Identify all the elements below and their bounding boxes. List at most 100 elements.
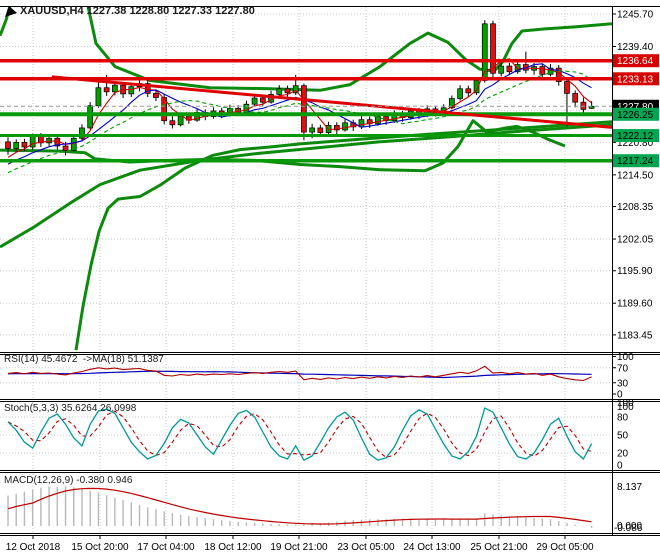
- time-axis-label: 29 Oct 05:00: [536, 542, 594, 553]
- price-axis-label: 1183.45: [617, 330, 653, 341]
- candle-bull: [375, 116, 381, 125]
- rsi-axis-label: 0: [617, 390, 623, 401]
- candle-bear: [564, 81, 570, 94]
- rsi-panel: [0, 355, 612, 398]
- rsi-line: [7, 365, 592, 382]
- candle-bear: [62, 145, 69, 151]
- candle-bear: [169, 120, 176, 126]
- candle-bull: [70, 137, 77, 151]
- time-axis-label: 24 Oct 13:00: [403, 542, 461, 553]
- moving-average-line: [7, 58, 592, 158]
- candle-bull: [95, 87, 102, 107]
- candle-bear: [284, 88, 291, 94]
- candle-bear: [301, 85, 307, 133]
- price-badge-text: 1226.25: [617, 110, 654, 121]
- stoch-panel: [0, 402, 612, 469]
- stoch-axis-label: 0: [617, 461, 623, 472]
- candle-bear: [259, 97, 266, 103]
- price-axis-label: 1220.80: [617, 138, 654, 149]
- chart-marker-icon: [5, 6, 17, 17]
- moving-average-line: [7, 70, 592, 174]
- price-badge-text: 1236.64: [617, 56, 654, 67]
- candle-bull: [498, 65, 505, 74]
- price-axis-label: 1214.50: [617, 170, 654, 181]
- trend-line: [51, 75, 613, 129]
- candle-bear: [490, 23, 496, 74]
- time-axis-label: 19 Oct 21:00: [270, 542, 328, 553]
- stoch-axis-label: 20: [617, 449, 629, 460]
- price-badge-text: 1227.80: [617, 102, 654, 113]
- candle-bear: [333, 125, 340, 131]
- candle-bull: [13, 142, 20, 149]
- candle-bear: [21, 142, 28, 148]
- candle-bear: [539, 66, 546, 75]
- time-axis-label: 25 Oct 21:00: [470, 542, 528, 553]
- price-badge-bg: [613, 129, 659, 143]
- candle-bear: [161, 97, 168, 122]
- candle-bear: [317, 127, 324, 133]
- price-axis-label: 1189.60: [617, 299, 653, 310]
- price-badge-text: 1217.24: [617, 156, 654, 167]
- time-axis-label: 18 Oct 12:00: [204, 542, 262, 553]
- price-axis-label: 1245.70: [617, 10, 654, 21]
- macd-panel: [7, 474, 593, 532]
- stoch-d-line: [7, 410, 592, 459]
- rsi-axis-label: 30: [617, 378, 629, 389]
- macd-axis-label: -0.086: [614, 523, 643, 534]
- candle-bull: [112, 84, 118, 93]
- price-badge-text: 1222.12: [617, 131, 654, 142]
- candle-bull: [79, 127, 85, 139]
- stoch-axis-label: 80: [617, 413, 629, 424]
- stoch-axis-label: 100: [617, 402, 634, 413]
- stoch-axis-label: 100: [617, 398, 634, 409]
- time-axis[interactable]: [0, 536, 660, 560]
- price-badge-bg: [613, 72, 659, 86]
- macd-axis-label: 8.137: [617, 482, 642, 493]
- stoch-k-line: [7, 407, 593, 462]
- candle-bull: [46, 137, 52, 144]
- candle-bear: [153, 93, 159, 98]
- candle-bear: [465, 88, 472, 94]
- rsi-axis-label: 100: [617, 352, 634, 363]
- price-axis-label: 1202.05: [617, 235, 654, 246]
- price-axis-label: 1208.35: [617, 202, 654, 213]
- price-badge: 1236.64: [613, 54, 659, 67]
- rsi-axis-label: 70: [617, 363, 629, 374]
- time-axis-label: 17 Oct 04:00: [137, 542, 195, 553]
- candle-bull: [309, 127, 315, 133]
- price-axis-label: 1239.40: [617, 42, 654, 53]
- price-axis[interactable]: [613, 6, 660, 535]
- price-badge: 1217.24: [613, 154, 659, 168]
- candle-bull: [251, 97, 258, 105]
- candle-bear: [5, 141, 11, 149]
- candle-bull: [292, 85, 299, 94]
- candle-bear: [506, 65, 513, 73]
- candles: [5, 20, 595, 174]
- price-badge: 1222.12: [613, 129, 659, 143]
- time-axis-label: 23 Oct 05:00: [337, 542, 395, 553]
- candle-bull: [177, 115, 184, 126]
- macd-signal-line: [7, 487, 592, 525]
- upper-band-line: [86, 6, 612, 92]
- rsi-ma-line: [7, 370, 592, 379]
- candle-bull: [276, 88, 283, 95]
- time-axis-label: 15 Oct 20:00: [71, 542, 129, 553]
- candle-bull: [128, 86, 135, 95]
- price-badge: 1233.13: [613, 72, 659, 86]
- candle-bull: [457, 88, 463, 99]
- axes: 1245.70 1239.40 1220.80 1214.50 1208.35 1202.…: [0, 6, 660, 560]
- candle-bear: [103, 87, 110, 93]
- price-badge-bg: [613, 107, 659, 121]
- candle-bull: [342, 122, 348, 131]
- price-badge-bg: [613, 54, 659, 68]
- price-badge-bg: [613, 154, 659, 168]
- candle-bull: [449, 98, 455, 109]
- stoch-axis-label: 50: [617, 431, 629, 442]
- main-panel: [0, 6, 613, 352]
- candle-bear: [580, 101, 587, 110]
- price-badge-text: 1233.13: [617, 74, 654, 85]
- price-badge: 1226.25: [613, 107, 659, 121]
- price-axis-label: 1195.90: [617, 266, 653, 277]
- lower-band-line: [74, 120, 612, 351]
